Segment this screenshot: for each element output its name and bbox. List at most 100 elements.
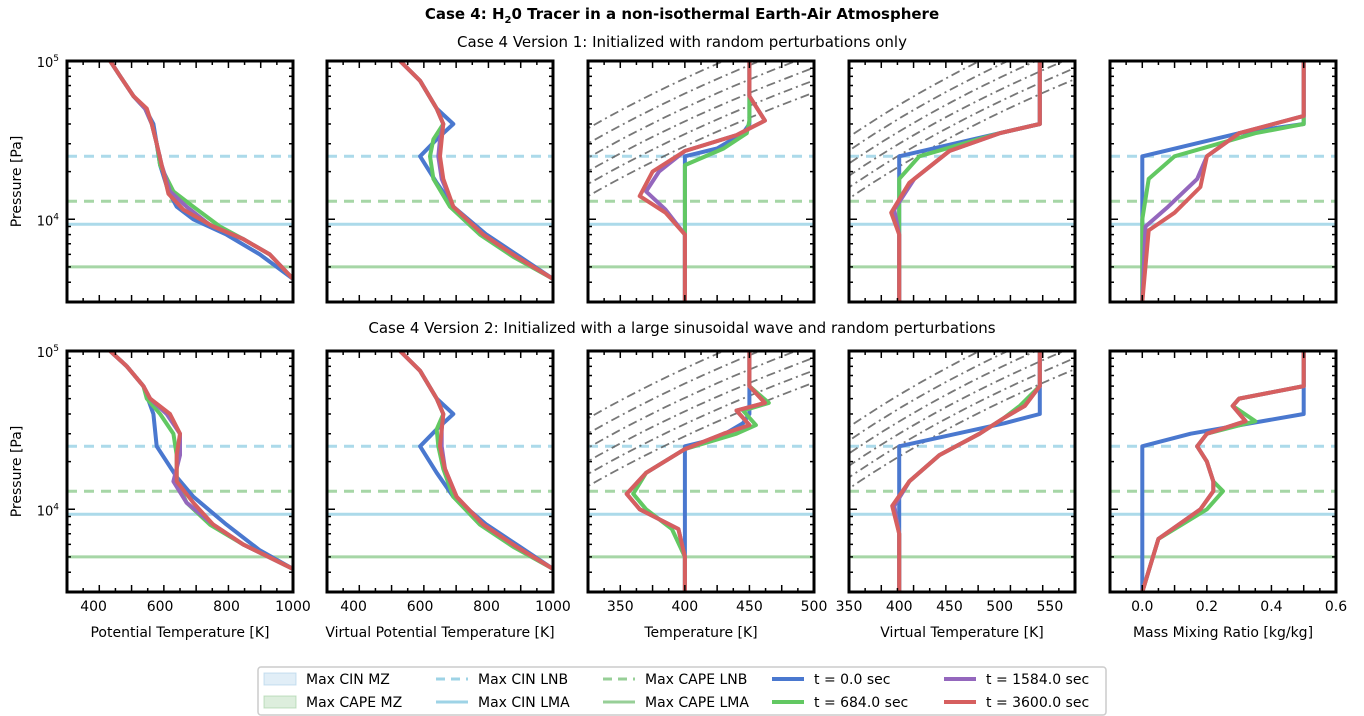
y-tick-label: 105: [37, 344, 59, 361]
legend-label: Max CIN LMA: [478, 695, 570, 711]
legend-swatch: [263, 695, 297, 709]
series-t-3600-0-sec: [637, 61, 767, 302]
series-t-3600-0-sec: [890, 351, 1042, 592]
y-tick-label: 105: [37, 54, 59, 71]
dry-adiabat-line: [588, 369, 814, 476]
panel-r1-c5-plot-area: [1110, 61, 1336, 302]
series-t-1584-0-sec: [108, 351, 293, 571]
panel-r2-c3-plot-area: [588, 351, 814, 592]
panel-r1-c4-plot-area: [849, 61, 1075, 302]
panel-r1-c4: [847, 59, 1077, 304]
x-tick-label: 1000: [275, 599, 311, 615]
panel-r2-c4: 350 400 450 500 550 Virtual Temperature [K]: [836, 349, 1077, 641]
dry-adiabat-line: [849, 351, 1037, 455]
axis-ticks: [327, 60, 553, 303]
series-t-3600-0-sec: [889, 61, 1042, 302]
panel-r1-c1-plot-area: [67, 61, 293, 281]
dry-adiabat-line: [849, 368, 1075, 490]
x-tick-label: 450: [936, 599, 963, 615]
legend-label: t = 0.0 sec: [814, 672, 890, 688]
row-1-title: Case 4 Version 1: Initialized with rando…: [457, 33, 907, 51]
x-axis-label: Virtual Potential Temperature [K]: [325, 625, 554, 641]
legend-item: Max CIN LMA: [436, 695, 570, 711]
x-tick-label: 1000: [535, 599, 571, 615]
legend-label: Max CAPE LNB: [645, 672, 747, 688]
series-t-684-0-sec: [398, 61, 553, 281]
x-axis-label: Virtual Temperature [K]: [880, 625, 1043, 641]
series-t-1584-0-sec: [398, 351, 553, 571]
series-t-0-0-sec: [108, 61, 293, 281]
series-t-1584-0-sec: [108, 61, 293, 281]
dry-adiabat-line: [849, 61, 981, 139]
series-t-684-0-sec: [398, 351, 553, 571]
panel-r2-c4-plot-area: [849, 351, 1075, 592]
legend-label: t = 1584.0 sec: [986, 672, 1089, 688]
y-tick-label: 104: [37, 502, 60, 519]
x-tick-label: 600: [147, 599, 174, 615]
panel-r2-c1: 104 105 Pressure [Pa] 400 600 800 1000 Potentia…: [9, 344, 311, 641]
dry-adiabat-line: [849, 351, 1009, 442]
axis-ticks: [588, 350, 814, 593]
panel-r2-c1-plot-area: [67, 351, 293, 571]
panel-r2-c3: 350 400 450 500 Temperature [K]: [586, 349, 828, 641]
panel-r1-c3: [586, 59, 816, 304]
legend-label: t = 684.0 sec: [814, 695, 908, 711]
axis-ticks: [849, 60, 1075, 303]
axis-ticks: [588, 60, 814, 303]
x-tick-label: 400: [80, 599, 107, 615]
x-tick-label: 350: [607, 599, 634, 615]
legend-label: Max CAPE MZ: [306, 695, 402, 711]
x-tick-label: 400: [886, 599, 913, 615]
dry-adiabat-line: [849, 67, 1075, 189]
x-tick-label: 800: [213, 599, 240, 615]
axis-ticks: [67, 350, 293, 593]
x-tick-label: 450: [736, 599, 763, 615]
legend-label: Max CIN MZ: [306, 672, 390, 688]
x-tick-label: 400: [340, 599, 367, 615]
panel-r1-c2-plot-area: [327, 61, 553, 281]
x-tick-label: 350: [836, 599, 863, 615]
legend-label: t = 3600.0 sec: [986, 695, 1089, 711]
series-t-3600-0-sec: [1140, 61, 1306, 302]
panel-r2-c2-plot-area: [327, 351, 553, 571]
panel-r2-c2: 400 600 800 1000 Virtual Potential Temperatu…: [325, 349, 571, 641]
series-t-3600-0-sec: [1140, 351, 1306, 592]
series-t-3600-0-sec: [108, 61, 293, 281]
x-tick-label: 0.2: [1196, 599, 1218, 615]
dry-adiabat-line: [588, 79, 814, 186]
legend-item: Max CAPE LMA: [603, 695, 749, 711]
dry-adiabat-line: [588, 381, 814, 488]
dry-adiabat-line: [588, 351, 761, 435]
dry-adiabat-line: [849, 61, 1037, 165]
series-t-0-0-sec: [108, 351, 293, 571]
dry-adiabat-line: [588, 61, 761, 145]
legend-box: [257, 666, 1107, 716]
axis-ticks: [1110, 350, 1336, 593]
series-t-0-0-sec: [398, 351, 553, 571]
dry-adiabat-line: [849, 61, 1009, 152]
series-t-3600-0-sec: [398, 351, 553, 571]
legend-item: Max CAPE LNB: [603, 672, 747, 688]
axis-ticks: [67, 60, 293, 303]
x-tick-label: 500: [801, 599, 828, 615]
series-t-3600-0-sec: [398, 61, 553, 281]
dry-adiabat-line: [588, 61, 797, 159]
y-tick-label: 104: [37, 212, 60, 229]
legend-swatch: [263, 672, 297, 686]
legend-item: Max CIN MZ: [263, 672, 390, 688]
legend-item: Max CAPE MZ: [263, 695, 402, 711]
legend-item: Max CIN LNB: [436, 672, 568, 688]
x-axis-label: Potential Temperature [K]: [90, 625, 269, 641]
legend-item: t = 1584.0 sec: [944, 672, 1089, 688]
legend-label: Max CAPE LMA: [645, 695, 749, 711]
x-tick-label: 550: [1037, 599, 1064, 615]
legend-item: t = 3600.0 sec: [944, 695, 1089, 711]
x-tick-label: 500: [986, 599, 1013, 615]
figure-title: Case 4: H20 Tracer in a non-isothermal E…: [425, 5, 939, 26]
x-tick-label: 0.6: [1325, 599, 1347, 615]
legend-item: t = 0.0 sec: [772, 672, 890, 688]
axis-ticks: [1110, 60, 1336, 303]
panel-r1-c1: 104 105 Pressure [Pa]: [9, 54, 295, 304]
panel-r1-c5: [1108, 59, 1338, 304]
x-tick-label: 0.0: [1131, 599, 1153, 615]
